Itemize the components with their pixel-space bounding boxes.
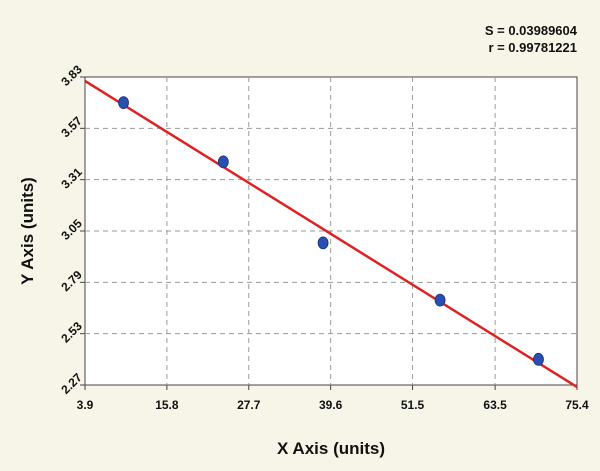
x-tick-label: 15.8 bbox=[155, 398, 179, 412]
fit-line-layer bbox=[84, 79, 578, 389]
data-point bbox=[118, 96, 129, 110]
x-tick-label: 39.6 bbox=[319, 398, 343, 412]
fit-line bbox=[84, 79, 578, 389]
x-tick-label: 3.9 bbox=[77, 398, 94, 412]
stat-r: r = 0.99781221 bbox=[488, 40, 577, 55]
x-axis-title: X Axis (units) bbox=[277, 439, 385, 458]
stat-s: S = 0.03989604 bbox=[485, 23, 578, 38]
x-tick-label: 27.7 bbox=[237, 398, 261, 412]
data-point bbox=[217, 155, 229, 169]
data-points bbox=[118, 96, 544, 366]
x-tick-label: 63.5 bbox=[483, 398, 507, 412]
data-point bbox=[434, 293, 446, 307]
data-point bbox=[317, 236, 329, 250]
grid bbox=[85, 77, 577, 385]
x-axis-ticks: 3.9 15.8 27.7 39.6 51.5 63.5 75.4 bbox=[77, 385, 589, 412]
x-tick-label: 75.4 bbox=[565, 398, 589, 412]
data-point bbox=[533, 352, 544, 366]
x-tick-label: 51.5 bbox=[401, 398, 425, 412]
y-axis-title: Y Axis (units) bbox=[18, 177, 37, 285]
